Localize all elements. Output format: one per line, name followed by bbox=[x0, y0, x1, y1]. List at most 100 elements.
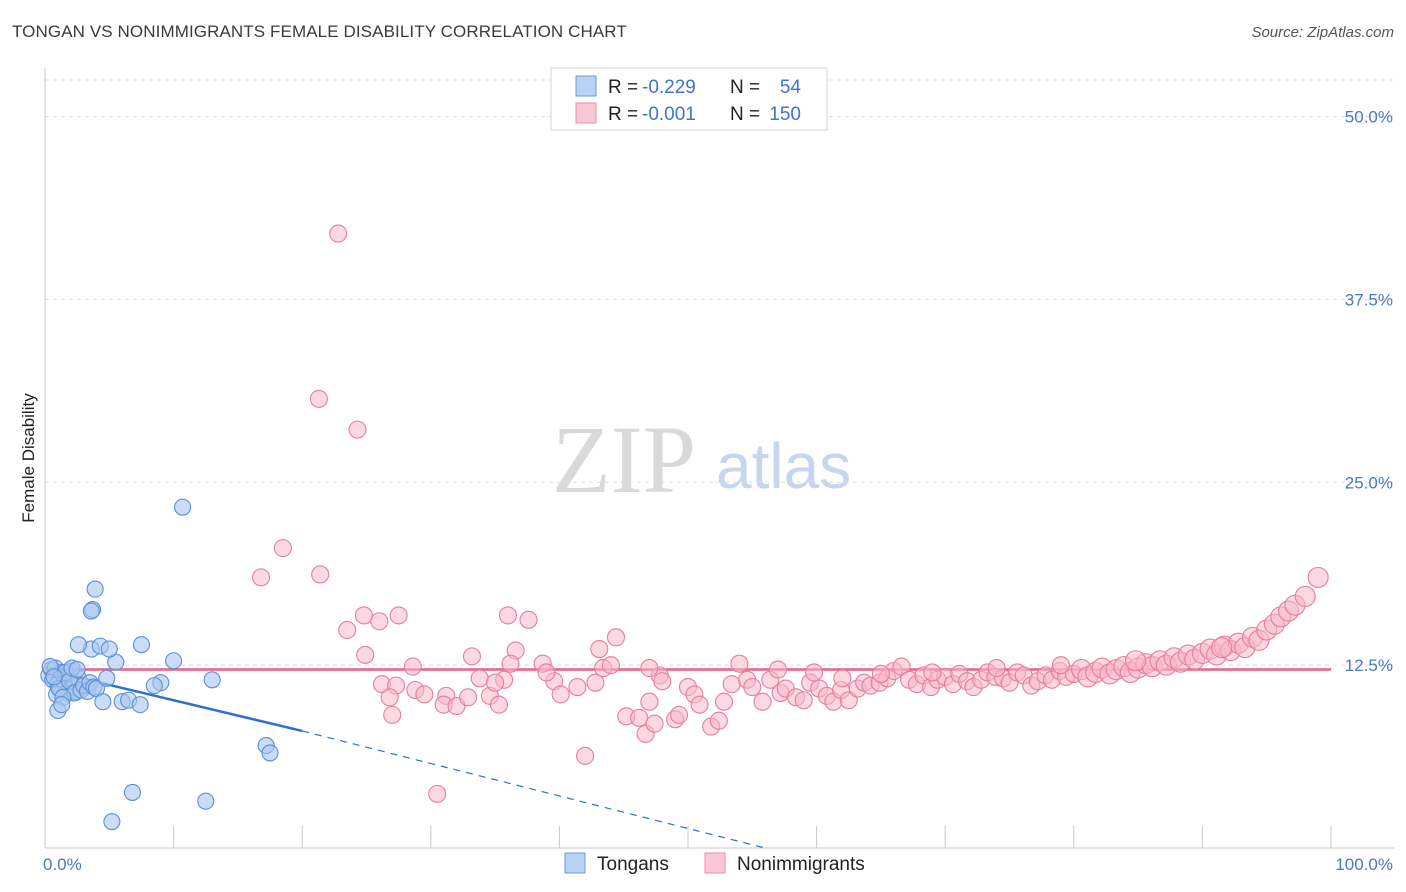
watermark-zip: ZIP bbox=[552, 406, 696, 513]
nonimmigrants-point bbox=[1211, 637, 1233, 659]
nonimmigrants-point bbox=[709, 711, 728, 730]
legend-swatch-nonimmigrants bbox=[575, 102, 597, 124]
nonimmigrants-point bbox=[645, 714, 664, 733]
nonimmigrants-point bbox=[794, 691, 813, 710]
nonimmigrants-point bbox=[329, 224, 348, 243]
y-axis-label: Female Disability bbox=[19, 393, 38, 523]
nonimmigrants-point bbox=[568, 678, 587, 697]
nonimmigrants-point bbox=[1051, 656, 1070, 675]
tongans-point bbox=[197, 792, 215, 810]
legend-n-label: N = bbox=[730, 77, 760, 98]
nonimmigrants-point bbox=[640, 692, 659, 711]
nonimmigrants-point bbox=[640, 659, 659, 678]
tongans-point bbox=[45, 668, 63, 686]
tongans-point bbox=[203, 671, 221, 689]
nonimmigrants-point bbox=[606, 628, 626, 647]
tongans-point bbox=[100, 640, 118, 658]
tongans-point bbox=[53, 696, 71, 714]
nonimmigrants-point bbox=[690, 695, 709, 714]
y-tick-label: 50.0% bbox=[1345, 108, 1393, 127]
nonimmigrants-point bbox=[489, 695, 509, 714]
nonimmigrants-point bbox=[311, 565, 330, 584]
series-legend-nonimmigrants: Nonimmigrants bbox=[737, 854, 865, 875]
nonimmigrants-point bbox=[251, 568, 271, 587]
nonimmigrants-point bbox=[370, 612, 389, 631]
data-points bbox=[40, 224, 1329, 831]
nonimmigrants-point bbox=[486, 673, 505, 692]
nonimmigrants-point bbox=[730, 654, 749, 673]
nonimmigrants-point bbox=[501, 654, 520, 673]
nonimmigrants-point bbox=[309, 389, 328, 408]
watermark-atlas: atlas bbox=[716, 430, 851, 502]
legend-r-value: -0.001 bbox=[642, 104, 696, 125]
tongans-point bbox=[103, 813, 121, 831]
nonimmigrants-point bbox=[1294, 585, 1316, 607]
nonimmigrants-point bbox=[923, 663, 942, 682]
nonimmigrants-point bbox=[415, 685, 434, 704]
nonimmigrants-point bbox=[1307, 566, 1329, 588]
nonimmigrants-point bbox=[498, 606, 518, 625]
nonimmigrants-point bbox=[768, 660, 788, 679]
nonimmigrants-point bbox=[273, 539, 292, 558]
stats-legend-box bbox=[550, 67, 828, 131]
series-legend-tongans: Tongans bbox=[597, 854, 669, 875]
x-tick-label: 0.0% bbox=[43, 855, 82, 874]
x-tick-label: 100.0% bbox=[1335, 855, 1393, 874]
nonimmigrants-point bbox=[338, 620, 357, 640]
nonimmigrants-point bbox=[653, 672, 672, 691]
tongans-point bbox=[261, 744, 279, 762]
legend-n-label: N = bbox=[730, 104, 760, 125]
nonimmigrants-point bbox=[871, 664, 890, 683]
tongans-point bbox=[98, 669, 116, 687]
source-label: Source: ZipAtlas.com bbox=[1251, 24, 1394, 41]
y-tick-label: 12.5% bbox=[1345, 656, 1393, 675]
y-tick-label: 25.0% bbox=[1345, 473, 1393, 492]
nonimmigrants-point bbox=[669, 705, 689, 724]
legend-r-label: R = bbox=[608, 77, 638, 98]
tongans-point bbox=[69, 636, 87, 654]
nonimmigrants-point bbox=[551, 685, 570, 704]
grid bbox=[45, 79, 1394, 666]
nonimmigrants-point bbox=[833, 669, 852, 688]
nonimmigrants-point bbox=[753, 692, 772, 711]
nonimmigrants-point bbox=[354, 606, 373, 625]
tongans-trend-extension bbox=[302, 730, 766, 849]
nonimmigrants-point bbox=[537, 663, 556, 682]
tongans-point bbox=[145, 677, 163, 695]
nonimmigrants-point bbox=[389, 606, 408, 625]
tongans-point bbox=[165, 652, 183, 670]
legend-n-value: 54 bbox=[780, 77, 802, 98]
nonimmigrants-point bbox=[383, 705, 402, 724]
nonimmigrants-point bbox=[403, 657, 422, 676]
nonimmigrants-point bbox=[743, 678, 762, 697]
tongans-point bbox=[131, 696, 149, 714]
nonimmigrants-point bbox=[987, 659, 1006, 678]
tongans-point bbox=[86, 580, 104, 598]
nonimmigrants-point bbox=[462, 647, 482, 666]
axes: 12.5% 25.0% 37.5% 50.0% 0.0% 100.0% bbox=[43, 68, 1394, 874]
tongans-point bbox=[123, 783, 141, 801]
nonimmigrants-point bbox=[804, 663, 824, 682]
nonimmigrants-point bbox=[590, 640, 609, 659]
series-legend: Tongans Nonimmigrants bbox=[564, 852, 865, 875]
legend-r-value: -0.229 bbox=[642, 77, 696, 98]
nonimmigrants-point bbox=[576, 746, 595, 765]
nonimmigrants-point bbox=[470, 669, 489, 688]
nonimmigrants-point bbox=[586, 673, 605, 692]
series-legend-swatch-tongans bbox=[564, 852, 586, 874]
y-tick-label: 37.5% bbox=[1345, 290, 1393, 309]
nonimmigrants-point bbox=[630, 708, 649, 727]
tongans-point bbox=[94, 693, 112, 711]
nonimmigrants-point bbox=[714, 692, 734, 711]
legend-n-value: 150 bbox=[769, 104, 801, 125]
nonimmigrants-point bbox=[1124, 650, 1147, 672]
tongans-point bbox=[174, 498, 192, 516]
nonimmigrants-point bbox=[519, 610, 538, 629]
nonimmigrants-point bbox=[348, 420, 367, 439]
tongans-point bbox=[68, 660, 86, 679]
legend-r-label: R = bbox=[608, 104, 638, 125]
tongans-point bbox=[82, 602, 100, 620]
nonimmigrants-point bbox=[356, 645, 375, 664]
nonimmigrants-point bbox=[380, 688, 399, 707]
